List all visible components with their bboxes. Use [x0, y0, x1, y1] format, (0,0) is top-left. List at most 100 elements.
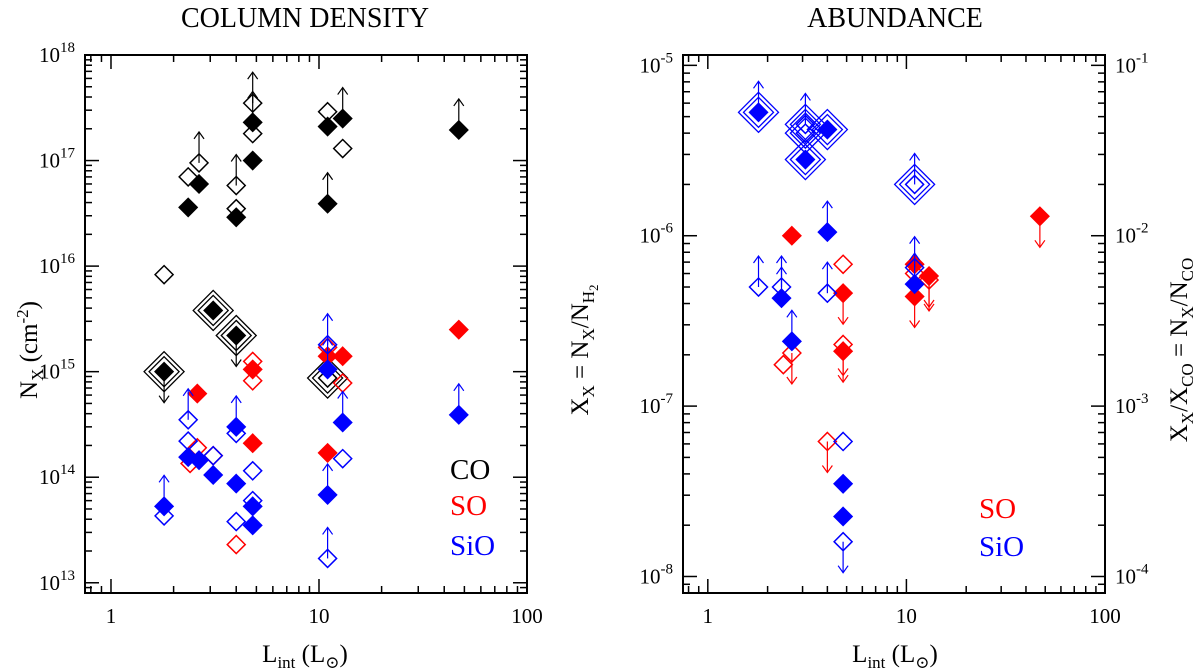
diamond-marker: [833, 283, 854, 304]
diamond-marker: [817, 283, 838, 304]
data-point-co: [306, 357, 349, 399]
diamond-marker: [154, 264, 175, 285]
x-tick-label: 100: [511, 604, 543, 628]
diamond-marker: [187, 383, 208, 404]
data-point-co: [317, 116, 338, 137]
diamond-marker: [833, 506, 854, 527]
data-point-sio: [317, 526, 338, 569]
data-point-sio: [203, 445, 224, 466]
data-point-sio: [332, 448, 353, 469]
data-point-sio: [242, 496, 263, 517]
abundance-title: ABUNDANCE: [807, 3, 983, 34]
plot-frame: [682, 54, 1106, 594]
diamond-marker: [242, 150, 263, 171]
data-point-so: [817, 431, 838, 474]
diamond-marker: [188, 152, 210, 173]
y-tick-label: 1016: [39, 251, 76, 278]
y-tick-label: 1013: [39, 568, 75, 595]
data-point-so: [904, 286, 925, 329]
y-tick-label: 1017: [39, 146, 76, 173]
y-tick-label: 10-8: [640, 561, 674, 588]
diamond-marker: [332, 412, 353, 433]
data-point-co: [242, 90, 263, 133]
diamond-marker: [188, 173, 210, 195]
diamond-marker: [781, 225, 802, 246]
x-tick-label: 1: [703, 604, 714, 628]
data-point-sio: [771, 266, 792, 309]
data-point-sio: [448, 382, 469, 425]
abundance-axes: 1 10 100 10-8 10-7 10-6 10-5 10-4 10-3 10-2 10-1: [640, 50, 1149, 628]
y2-tick-label: 10-1: [1115, 50, 1149, 77]
legend-sio: SiO: [979, 531, 1024, 563]
diamond-marker: [1029, 206, 1050, 227]
data-point-so: [242, 433, 263, 454]
diamond-marker: [332, 346, 353, 367]
data-point-co: [178, 197, 199, 218]
diamond-marker: [242, 433, 263, 454]
diamond-marker: [833, 254, 854, 275]
diamond-marker: [178, 166, 199, 187]
data-point-sio: [817, 261, 838, 304]
diamond-marker: [203, 300, 224, 321]
data-point-sio: [242, 515, 263, 536]
plot-frame: [84, 54, 528, 594]
y-tick-label: 10-5: [640, 50, 674, 77]
diamond-marker: [817, 119, 838, 140]
data-point-co: [226, 153, 247, 196]
x-tick-label: 100: [1089, 604, 1121, 628]
y2-tick-label: 10-4: [1115, 561, 1149, 588]
data-point-sio: [748, 254, 769, 298]
legend-sio: SiO: [450, 530, 495, 562]
column-density-y-label: NX (cm-2): [13, 301, 47, 399]
column-density-x-label: Lint (L⊙): [262, 641, 348, 670]
legend-so: SO: [450, 490, 487, 522]
diamond-marker: [795, 114, 816, 135]
diamond-marker: [748, 102, 769, 123]
data-point-co: [242, 123, 263, 144]
data-point-sio: [833, 531, 854, 574]
data-point-so: [1029, 206, 1050, 249]
data-point-sio: [781, 309, 802, 352]
data-point-so: [781, 225, 802, 246]
diamond-marker: [332, 108, 353, 129]
data-point-co: [188, 173, 210, 195]
column-density-title: COLUMN DENSITY: [181, 3, 429, 34]
diamond-marker: [203, 445, 224, 466]
y-tick-label: 10-6: [640, 221, 674, 248]
data-point-co: [178, 166, 199, 187]
data-point-sio: [317, 337, 338, 380]
data-point-sio: [904, 252, 925, 295]
diamond-marker: [317, 548, 338, 569]
data-point-so: [781, 342, 802, 386]
diamond-marker: [242, 460, 263, 481]
diamond-marker: [781, 331, 802, 352]
diamond-marker: [242, 515, 263, 536]
y-tick-label: 1015: [39, 357, 75, 384]
diamond-marker: [226, 416, 247, 437]
legend-so: SO: [979, 493, 1016, 525]
data-point-so: [833, 283, 854, 326]
data-point-so: [773, 354, 794, 375]
y-tick-label: 1018: [39, 40, 75, 67]
data-point-sio: [833, 506, 854, 527]
diamond-marker: [226, 207, 247, 228]
diamond-marker: [833, 473, 854, 494]
legend-co: CO: [450, 454, 490, 486]
data-point-so: [242, 359, 263, 380]
diamond-marker: [317, 193, 338, 214]
data-point-sio: [817, 200, 838, 243]
diamond-marker: [178, 197, 199, 218]
diamond-marker: [178, 409, 199, 430]
column-density-axes: 1 10 100 1013 1014 1015 1016 1017 1018: [39, 40, 543, 628]
data-point-so: [242, 370, 263, 391]
diamond-marker: [771, 288, 792, 309]
column-density-panel: COLUMN DENSITY 1 10 100 1013 1014 1015 1016 101…: [13, 3, 543, 670]
data-point-sio: [226, 473, 247, 494]
abundance-legend: SO SiO: [979, 493, 1024, 563]
abundance-x-label: Lint (L⊙): [852, 641, 938, 670]
data-point-so: [226, 534, 247, 555]
diamond-marker: [317, 442, 338, 463]
diamond-marker: [448, 119, 469, 141]
diamond-marker: [154, 505, 175, 526]
data-point-co: [192, 289, 235, 332]
